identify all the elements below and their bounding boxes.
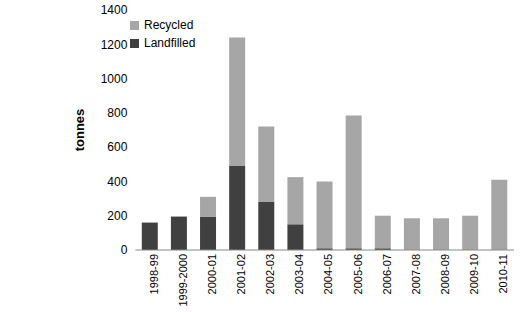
svg-text:2007-08: 2007-08 [410, 254, 422, 294]
svg-text:2008-09: 2008-09 [439, 254, 451, 294]
svg-text:2009-10: 2009-10 [468, 254, 480, 294]
svg-text:2001-02: 2001-02 [235, 254, 247, 294]
svg-text:2002-03: 2002-03 [264, 254, 276, 294]
svg-text:2004-05: 2004-05 [322, 254, 334, 294]
svg-text:2005-06: 2005-06 [352, 254, 364, 294]
svg-text:1200: 1200 [101, 38, 128, 52]
svg-text:400: 400 [107, 175, 127, 189]
svg-text:2006-07: 2006-07 [381, 254, 393, 294]
svg-text:1998-99: 1998-99 [148, 254, 160, 294]
svg-text:2010-11: 2010-11 [497, 254, 509, 294]
svg-text:800: 800 [107, 106, 127, 120]
svg-text:2000-01: 2000-01 [206, 254, 218, 294]
svg-text:tonnes: tonnes [72, 109, 87, 152]
svg-text:0: 0 [121, 243, 128, 257]
svg-text:1999-2000: 1999-2000 [177, 254, 189, 307]
svg-text:1000: 1000 [101, 72, 128, 86]
svg-text:600: 600 [107, 140, 127, 154]
html-text:Landfilled: Landfilled [144, 36, 196, 50]
svg-text:2003-04: 2003-04 [293, 254, 305, 294]
svg-text:1400: 1400 [101, 3, 128, 17]
html-text:Recycled: Recycled [144, 18, 194, 32]
svg-text:200: 200 [107, 209, 127, 223]
